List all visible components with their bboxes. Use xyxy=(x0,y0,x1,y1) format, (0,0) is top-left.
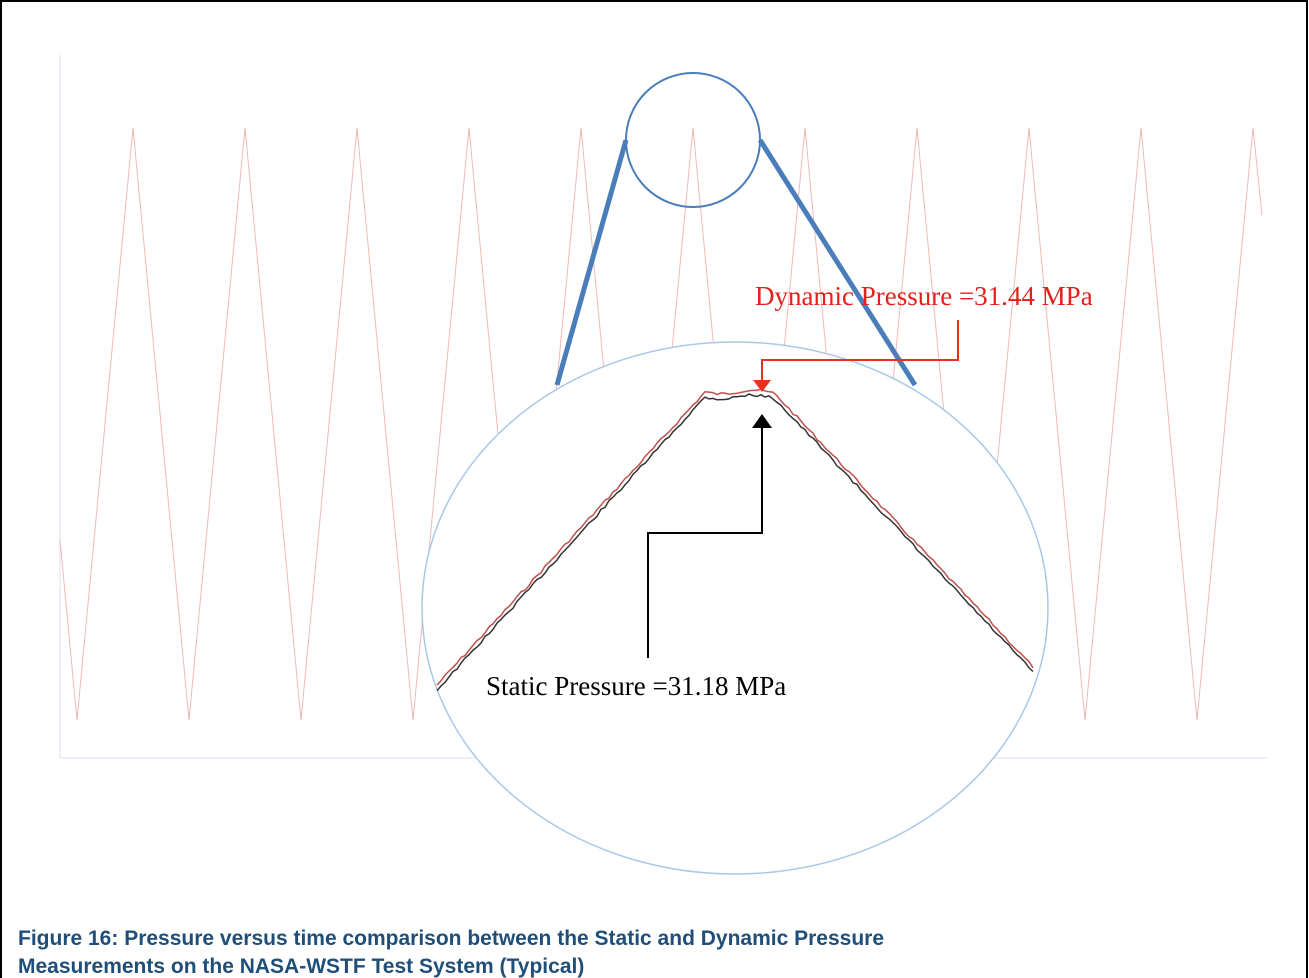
static-label: Static Pressure =31.18 MPa xyxy=(486,671,786,701)
caption-line: Figure 16: Pressure versus time comparis… xyxy=(18,927,884,950)
arrow-head xyxy=(752,414,772,428)
caption-line: Measurements on the NASA-WSTF Test Syste… xyxy=(18,955,584,978)
static-arrow xyxy=(647,424,763,658)
static-trace xyxy=(436,393,1034,692)
dynamic-label: Dynamic Pressure =31.44 MPa xyxy=(755,281,1093,311)
zoom-lens xyxy=(421,341,1049,875)
arrow-head xyxy=(753,380,771,392)
dynamic-trace xyxy=(436,388,1034,686)
zoom-line xyxy=(757,138,918,387)
zoom-circle xyxy=(625,72,761,208)
dynamic-arrow xyxy=(761,320,959,382)
zoom-line xyxy=(554,139,629,386)
